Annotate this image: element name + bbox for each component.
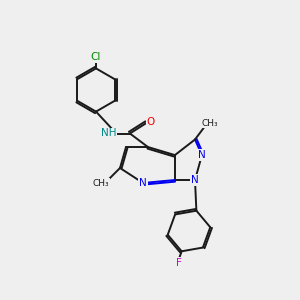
Text: N: N: [191, 175, 199, 185]
Text: NH: NH: [101, 128, 117, 139]
Text: N: N: [139, 178, 147, 188]
Text: CH₃: CH₃: [202, 118, 218, 127]
Text: F: F: [176, 258, 182, 268]
Text: Cl: Cl: [91, 52, 101, 62]
Text: O: O: [147, 116, 155, 127]
Text: CH₃: CH₃: [92, 178, 109, 188]
Text: N: N: [198, 150, 206, 160]
